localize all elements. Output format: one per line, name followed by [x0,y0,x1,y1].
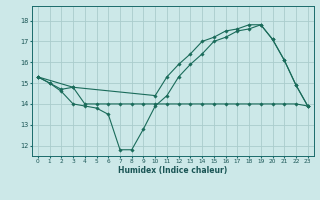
X-axis label: Humidex (Indice chaleur): Humidex (Indice chaleur) [118,166,228,175]
